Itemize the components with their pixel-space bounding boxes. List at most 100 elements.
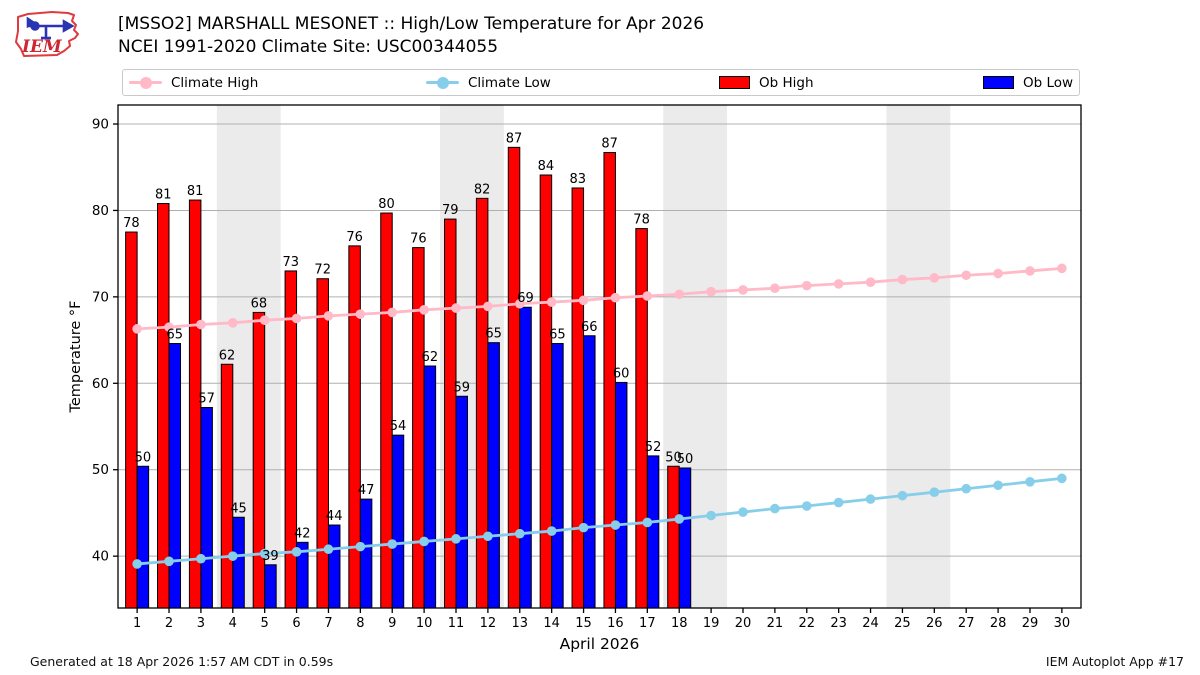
climate-high-line-marker	[419, 305, 429, 315]
bar-value-label: 76	[346, 230, 363, 245]
climate-low-line-icon	[426, 76, 459, 89]
climate-high-line-marker	[259, 315, 270, 326]
legend-label: Ob Low	[1023, 74, 1074, 91]
climate-low-line-marker	[514, 528, 525, 539]
climate-low-line-marker	[642, 517, 653, 528]
legend-label: Ob High	[759, 74, 814, 91]
legend-item-climate-high: Climate High	[129, 70, 258, 95]
ob-low-bar	[264, 564, 277, 609]
page-subtitle: NCEI 1991-2020 Climate Site: USC00344055	[118, 37, 499, 57]
climate-high-line-marker	[706, 286, 716, 297]
bar-value-label: 66	[581, 320, 598, 335]
climate-low-line-marker	[196, 553, 206, 564]
ob-high-bar	[571, 187, 585, 609]
climate-low-line-marker	[291, 547, 302, 557]
x-tick-label: 3	[197, 616, 205, 631]
bar-value-label: 52	[645, 440, 662, 455]
bar-value-label: 50	[677, 452, 694, 467]
climate-high-line-marker	[961, 270, 972, 281]
ob-low-swatch-icon	[983, 76, 1014, 89]
x-tick-label: 13	[512, 616, 529, 631]
climate-high-line-marker	[451, 303, 461, 313]
climate-high-line-marker	[1025, 266, 1035, 276]
climate-low-line	[132, 473, 1067, 569]
x-tick-label: 27	[958, 616, 975, 631]
bar-value-label: 59	[453, 380, 470, 395]
climate-high-line-marker	[993, 268, 1003, 279]
ob-low-bar	[583, 335, 596, 609]
climate-high-line-marker	[674, 289, 685, 300]
bar-value-label: 62	[422, 350, 439, 365]
y-tick-label: 70	[92, 289, 109, 305]
y-tick-label: 60	[92, 376, 109, 392]
chart-header: [MSSO2] MARSHALL MESONET :: High/Low Tem…	[118, 13, 704, 59]
ob-high-bar	[539, 174, 553, 609]
climate-low-line-marker	[738, 507, 748, 517]
bar-value-label: 50	[665, 450, 682, 465]
legend-item-climate-low: Climate Low	[426, 70, 551, 95]
x-tick-label: 26	[926, 616, 943, 631]
legend-item-ob-low: Ob Low	[983, 70, 1073, 95]
x-tick-label: 1	[133, 616, 141, 631]
climate-low-line-marker	[546, 526, 557, 536]
climate-high-line-marker	[578, 295, 589, 306]
ob-low-bar	[678, 467, 692, 609]
x-tick-label: 21	[767, 616, 784, 631]
gridlines	[118, 123, 1081, 557]
ob-high-bar	[380, 212, 393, 609]
climate-low-line-marker	[929, 487, 940, 497]
ob-low-bar	[614, 381, 628, 609]
climate-high-line-marker	[164, 322, 174, 332]
y-tick-label: 80	[92, 203, 109, 219]
climate-high-line-marker	[1057, 263, 1067, 274]
climate-low-line-marker	[355, 541, 366, 552]
climate-low-line-marker	[387, 539, 398, 549]
climate-low-line-marker	[451, 534, 461, 544]
x-tick-label: 18	[671, 616, 688, 631]
ob-high-bar	[412, 247, 425, 609]
ob-low-bar	[200, 406, 213, 609]
x-tick-label: 29	[1022, 616, 1039, 631]
climate-high-line-marker	[355, 309, 366, 319]
x-tick-label: 20	[735, 616, 752, 631]
ob-low-bar	[359, 498, 373, 609]
climate-high-line-marker	[833, 279, 844, 289]
climate-low-line-marker	[483, 531, 493, 542]
app-credit: IEM Autoplot App #17	[1045, 654, 1184, 669]
ob-low-bar	[519, 306, 532, 609]
x-tick-label: 17	[639, 616, 656, 631]
y-axis-label: Temperature °F	[68, 300, 84, 413]
bar-value-label: 76	[410, 232, 427, 247]
bar-value-label: 65	[549, 328, 566, 343]
climate-low-line-marker	[1057, 473, 1067, 484]
ob-high-swatch-icon	[719, 76, 750, 89]
ob-high-bar	[220, 363, 234, 609]
ob-low-bar	[423, 365, 437, 609]
iem-logo: IEM	[8, 5, 92, 63]
y-tick-label: 40	[92, 549, 109, 565]
climate-low-line-marker	[993, 480, 1003, 491]
bar-value-label: 47	[358, 483, 375, 498]
x-tick-label: 25	[894, 616, 911, 631]
climate-high-line-marker	[291, 313, 302, 324]
climate-high-line-marker	[801, 280, 812, 291]
x-tick-label: 5	[261, 616, 269, 631]
ob-high-bar	[316, 278, 329, 609]
climate-high-line-marker	[610, 292, 621, 303]
x-tick-label: 11	[448, 616, 465, 631]
climate-low-line-marker	[259, 548, 270, 559]
page-title: [MSSO2] MARSHALL MESONET :: High/Low Tem…	[118, 14, 705, 34]
bar-value-label: 44	[326, 509, 343, 524]
bar-value-label: 78	[123, 216, 140, 231]
legend-item-ob-high: Ob High	[719, 70, 814, 95]
y-tick-label: 90	[92, 117, 109, 133]
x-tick-label: 10	[416, 616, 433, 631]
ob-low-bar	[487, 342, 500, 609]
bar-value-label: 87	[506, 131, 523, 146]
climate-high-line-marker	[897, 274, 908, 285]
climate-high-line-marker	[132, 324, 142, 334]
x-tick-label: 14	[543, 616, 560, 631]
climate-low-line-marker	[674, 514, 685, 524]
climate-high-line-marker	[738, 285, 748, 295]
ob-high-bar	[125, 231, 138, 609]
